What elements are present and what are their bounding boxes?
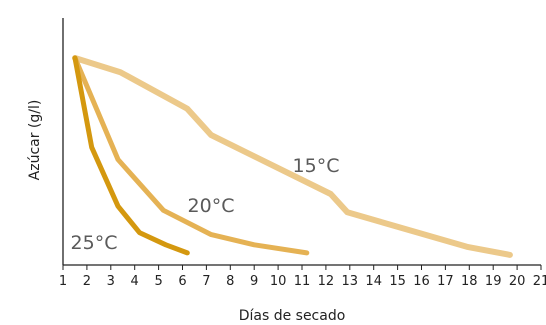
x-tick-label: 8 xyxy=(226,274,234,289)
x-tick-label: 6 xyxy=(178,274,186,289)
series-label-15c: 15°C xyxy=(293,155,340,177)
series-line-15c xyxy=(72,55,513,258)
series-label-25c: 25°C xyxy=(71,232,118,254)
x-tick-label: 1 xyxy=(59,274,67,289)
x-tick-label: 2 xyxy=(83,274,91,289)
x-tick-label: 7 xyxy=(202,274,210,289)
x-tick-label: 18 xyxy=(461,274,478,289)
x-tick-label: 9 xyxy=(250,274,258,289)
x-tick-label: 13 xyxy=(342,274,359,289)
x-tick-label: 12 xyxy=(318,274,335,289)
x-tick-label: 3 xyxy=(107,274,115,289)
series-line-20c xyxy=(72,55,310,256)
series-label-20c: 20°C xyxy=(188,195,235,217)
x-axis-ticks: 1 2 3 4 5 6 7 8 9 10 11 12 13 14 15 16 17 18 19 20 21 xyxy=(59,265,546,289)
x-tick-label: 4 xyxy=(131,274,139,289)
series-layer xyxy=(72,55,513,258)
series-line-25c xyxy=(72,55,190,256)
x-tick-label: 19 xyxy=(485,274,502,289)
x-tick-label: 5 xyxy=(154,274,162,289)
x-tick-label: 17 xyxy=(437,274,454,289)
x-tick-label: 16 xyxy=(413,274,430,289)
x-axis-title: Días de secado xyxy=(239,308,346,324)
x-tick-label: 14 xyxy=(365,274,382,289)
x-tick-label: 15 xyxy=(389,274,406,289)
x-tick-label: 11 xyxy=(294,274,311,289)
y-axis-title: Azúcar (g/l) xyxy=(27,100,43,181)
series-labels: 15°C 20°C 25°C xyxy=(71,155,340,254)
x-tick-label: 10 xyxy=(270,274,287,289)
x-tick-label: 20 xyxy=(509,274,526,289)
x-tick-label: 21 xyxy=(533,274,546,289)
